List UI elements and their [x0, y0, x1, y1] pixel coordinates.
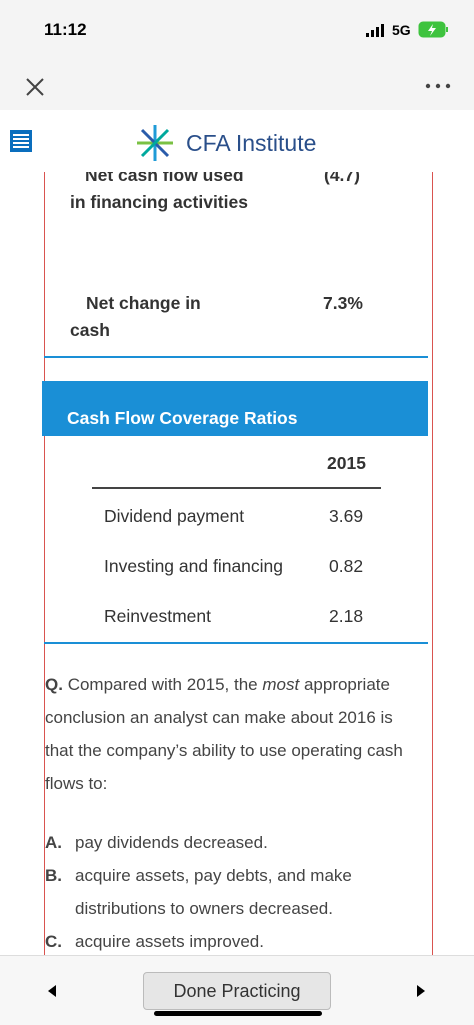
border-left — [44, 170, 45, 955]
question-text: appropriate conclusion an analyst can ma… — [45, 675, 403, 793]
table-cell: Dividend payment — [104, 506, 245, 526]
header-title: CFA Institute — [186, 130, 317, 156]
content: Net cash flow used in financing activiti… — [0, 170, 474, 955]
close-button[interactable] — [24, 76, 46, 98]
option-letter: C. — [45, 932, 62, 951]
menu-button[interactable] — [10, 130, 32, 152]
border-right — [432, 170, 433, 955]
option[interactable]: B. acquire assets, pay debts, and make di… — [45, 859, 415, 925]
question-prefix: Q. — [45, 675, 63, 694]
battery-icon — [418, 21, 448, 38]
option-letter: B. — [45, 866, 62, 885]
question: Q. Compared with 2015, the most appropri… — [45, 668, 420, 800]
network: 5G — [392, 22, 411, 38]
option-letter: A. — [45, 833, 62, 852]
question-text: Compared with 2015, the — [67, 675, 258, 694]
app-header: CFA Institute — [0, 110, 474, 172]
option[interactable]: A. pay dividends decreased. — [45, 826, 415, 859]
time: 11:12 — [44, 20, 87, 39]
signal-icon — [366, 24, 384, 37]
table-cell: 3.69 — [329, 506, 364, 526]
question-emphasis: most — [262, 675, 300, 694]
row-value: (4.7) — [324, 170, 360, 185]
table-cell: 0.82 — [329, 556, 364, 576]
row-label: Net change in cash — [70, 293, 201, 340]
table-cell: 2.18 — [329, 606, 364, 626]
row-label: Net cash flow used in financing activiti… — [70, 170, 248, 212]
top-bar: 11:12 5G — [0, 0, 474, 110]
prev-button[interactable] — [47, 984, 57, 998]
footer: Done Practicing — [0, 955, 474, 1025]
logo-icon — [137, 125, 173, 161]
next-button[interactable] — [416, 984, 426, 998]
more-button[interactable] — [424, 82, 452, 90]
table-header: Cash Flow Coverage Ratios — [42, 381, 428, 436]
row-value: 7.3% — [323, 293, 363, 313]
divider — [44, 642, 428, 644]
column-header: 2015 — [327, 453, 366, 473]
rule — [92, 487, 381, 489]
option-text: acquire assets improved. — [75, 932, 264, 951]
table-cell: Investing and financing — [104, 556, 284, 576]
option[interactable]: C. acquire assets improved. — [45, 925, 415, 955]
table-title: Cash Flow Coverage Ratios — [67, 408, 298, 428]
divider — [44, 356, 428, 358]
table-cell: Reinvestment — [104, 606, 211, 626]
home-indicator — [154, 1011, 322, 1016]
option-text: acquire assets, pay debts, and make dist… — [75, 866, 352, 918]
done-button[interactable]: Done Practicing — [143, 972, 331, 1010]
option-text: pay dividends decreased. — [75, 833, 268, 852]
